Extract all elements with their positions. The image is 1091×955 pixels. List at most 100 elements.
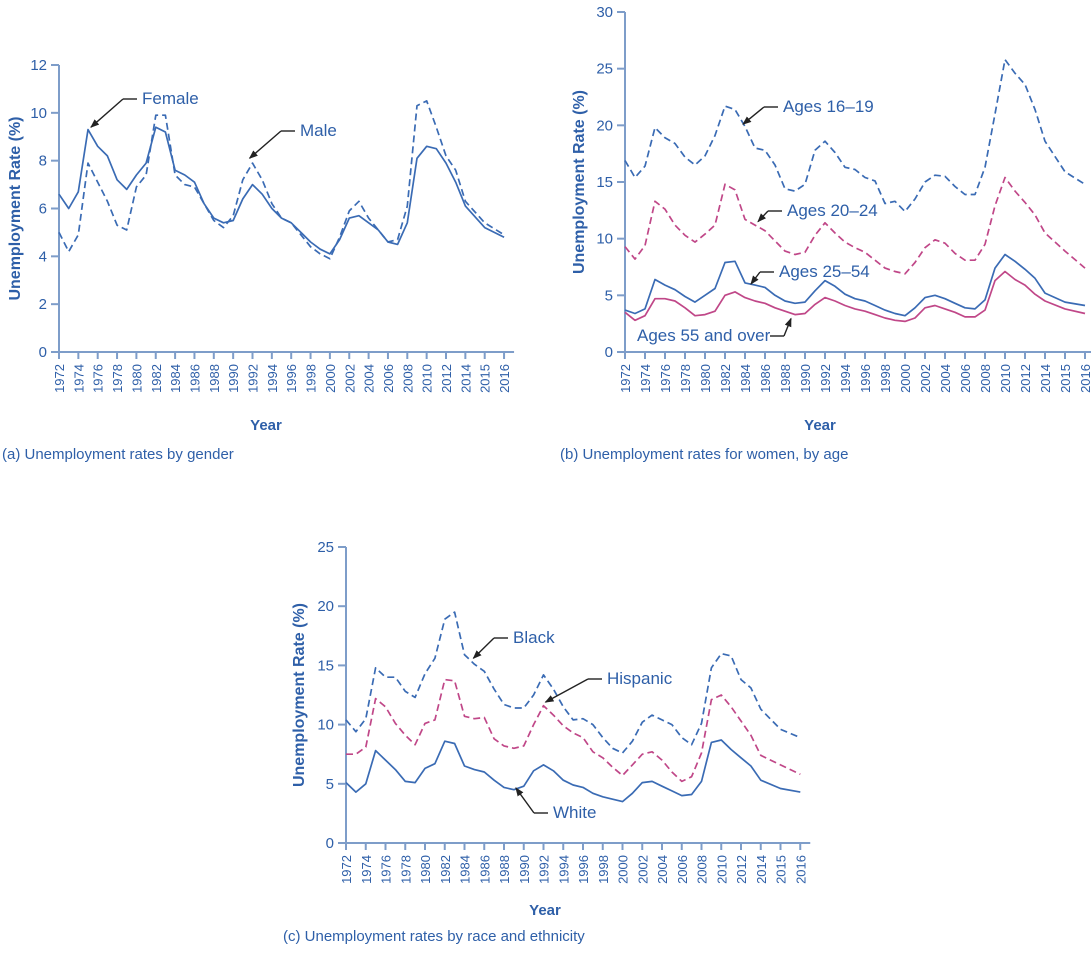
x-tick-label: 1990 <box>798 364 813 393</box>
y-tick-label: 10 <box>596 231 613 248</box>
x-tick-label: 1980 <box>418 855 433 884</box>
x-tick-label: 1984 <box>738 364 753 393</box>
chart-gender: 0 2 4 6 8 10 12 1972 1974 1976 1978 1980 1982 1984 198… <box>2 57 515 463</box>
x-tick-label: 2012 <box>734 855 749 884</box>
annotation-arrow <box>248 130 282 159</box>
x-tick-label: 2002 <box>635 855 650 884</box>
series-line-ages-55-and-over <box>624 270 1086 323</box>
x-tick-label: 1988 <box>778 364 793 393</box>
series-line-hispanic <box>346 678 801 783</box>
chart-women_by_age: 0 5 10 15 20 25 30 1972 1974 1976 1978 1980 1982 1984… <box>560 4 1091 463</box>
x-tick-label: 1986 <box>758 364 773 393</box>
y-tick-label: 0 <box>39 344 47 361</box>
y-axis-title: Unemployment Rate (%) <box>7 116 24 300</box>
x-tick-label: 2010 <box>714 855 729 884</box>
x-tick-label: 2014 <box>458 364 473 393</box>
series-line-white <box>345 739 801 803</box>
x-tick-label: 1998 <box>878 364 893 393</box>
annotation-arrow <box>783 317 792 337</box>
x-tick-label: 2006 <box>958 364 973 393</box>
x-axis-title: Year <box>529 902 561 919</box>
x-tick-label: 2015 <box>1058 364 1073 393</box>
x-tick-label: 2015 <box>478 364 493 393</box>
annotation-arrow <box>742 106 765 125</box>
chart-caption: (b) Unemployment rates for women, by age <box>560 446 848 463</box>
x-tick-label: 2006 <box>381 364 396 393</box>
x-tick-label: 1980 <box>698 364 713 393</box>
x-tick-label: 1976 <box>91 364 106 393</box>
x-axis-title: Year <box>804 417 836 434</box>
x-axis-title: Year <box>250 417 282 434</box>
x-tick-label: 1974 <box>71 364 86 393</box>
x-tick-label: 1988 <box>207 364 222 393</box>
y-tick-label: 25 <box>596 61 613 78</box>
x-tick-label: 2006 <box>675 855 690 884</box>
x-tick-label: 1978 <box>110 364 125 393</box>
annotation-label: Female <box>142 89 199 108</box>
x-tick-label: 2000 <box>323 364 338 393</box>
annotation-arrow <box>544 678 589 703</box>
annotation-label: Ages 55 and over <box>637 326 771 345</box>
y-tick-label: 4 <box>39 248 47 265</box>
x-tick-label: 2008 <box>978 364 993 393</box>
y-tick-label: 5 <box>605 287 613 304</box>
x-tick-label: 1988 <box>497 855 512 884</box>
x-tick-label: 2000 <box>898 364 913 393</box>
x-tick-label: 1996 <box>858 364 873 393</box>
x-tick-label: 1982 <box>438 855 453 884</box>
y-tick-label: 15 <box>596 174 613 191</box>
x-tick-label: 2012 <box>439 364 454 393</box>
x-tick-label: 1990 <box>226 364 241 393</box>
y-tick-label: 8 <box>39 153 47 170</box>
x-tick-label: 2015 <box>774 855 789 884</box>
annotation-arrow <box>472 637 495 659</box>
annotation-arrow <box>750 271 761 285</box>
x-tick-label: 1980 <box>129 364 144 393</box>
y-tick-label: 5 <box>326 776 334 793</box>
y-tick-label: 20 <box>317 598 334 615</box>
x-tick-label: 2008 <box>400 364 415 393</box>
x-tick-label: 1982 <box>718 364 733 393</box>
annotation-label: Hispanic <box>607 669 673 688</box>
x-tick-label: 2002 <box>342 364 357 393</box>
annotation-label: Male <box>300 121 337 140</box>
x-tick-label: 1992 <box>537 855 552 884</box>
x-tick-label: 2016 <box>793 855 808 884</box>
y-tick-label: 10 <box>317 717 334 734</box>
y-axis-title: Unemployment Rate (%) <box>571 90 588 274</box>
x-tick-label: 1990 <box>517 855 532 884</box>
series-line-ages-20-24 <box>624 176 1086 275</box>
x-tick-label: 1982 <box>149 364 164 393</box>
x-tick-label: 1986 <box>187 364 202 393</box>
series-line-black <box>345 611 801 754</box>
x-tick-label: 2014 <box>1038 364 1053 393</box>
series-line-ages-16-19 <box>624 58 1086 213</box>
y-tick-label: 15 <box>317 657 334 674</box>
annotation-arrow <box>515 787 535 814</box>
y-tick-label: 2 <box>39 296 47 313</box>
x-tick-label: 2010 <box>998 364 1013 393</box>
x-tick-label: 1974 <box>359 855 374 884</box>
x-tick-label: 2016 <box>497 364 512 393</box>
x-tick-label: 1972 <box>339 855 354 884</box>
series-line-ages-25-54 <box>624 253 1086 317</box>
x-tick-label: 1974 <box>638 364 653 393</box>
x-tick-label: 2016 <box>1078 364 1091 393</box>
x-tick-label: 1978 <box>678 364 693 393</box>
annotation-label: Ages 20–24 <box>787 201 878 220</box>
x-tick-label: 1986 <box>477 855 492 884</box>
y-tick-label: 10 <box>30 105 47 122</box>
chart-caption: (a) Unemployment rates by gender <box>2 446 234 463</box>
x-tick-label: 2014 <box>754 855 769 884</box>
annotation-label: Ages 25–54 <box>779 262 870 281</box>
annotation-label: White <box>553 803 596 822</box>
y-tick-label: 0 <box>326 835 334 852</box>
x-tick-label: 2008 <box>695 855 710 884</box>
y-tick-label: 25 <box>317 539 334 556</box>
x-tick-label: 1998 <box>304 364 319 393</box>
annotation-label: Ages 16–19 <box>783 97 874 116</box>
x-tick-label: 1992 <box>818 364 833 393</box>
y-axis-title: Unemployment Rate (%) <box>291 603 308 787</box>
x-tick-label: 1994 <box>838 364 853 393</box>
